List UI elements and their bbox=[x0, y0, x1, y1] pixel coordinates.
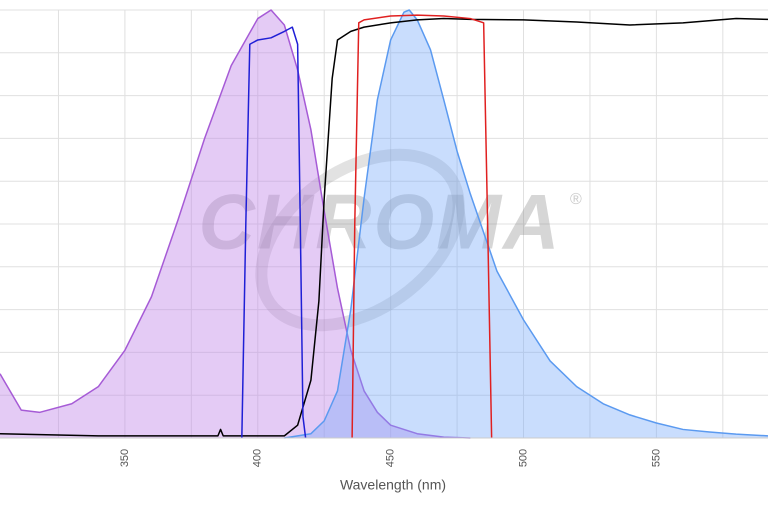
spectrum-line bbox=[241, 26, 307, 439]
x-tick-label: 400 bbox=[252, 449, 264, 467]
watermark: CHROMA bbox=[199, 178, 562, 266]
x-tick-label: 450 bbox=[385, 449, 397, 467]
x-tick-label: 500 bbox=[517, 449, 529, 467]
area-fill bbox=[0, 10, 471, 438]
spectrum-line bbox=[351, 14, 493, 439]
x-tick-label: 550 bbox=[650, 449, 662, 467]
spectrum-line bbox=[0, 9, 471, 439]
spectrum-line bbox=[0, 17, 768, 437]
x-axis-label: Wavelength (nm) bbox=[340, 477, 446, 493]
spectrum-line bbox=[284, 9, 768, 439]
watermark-mark: ® bbox=[570, 191, 582, 208]
x-tick-label: 350 bbox=[119, 449, 131, 467]
area-fill bbox=[284, 10, 768, 438]
